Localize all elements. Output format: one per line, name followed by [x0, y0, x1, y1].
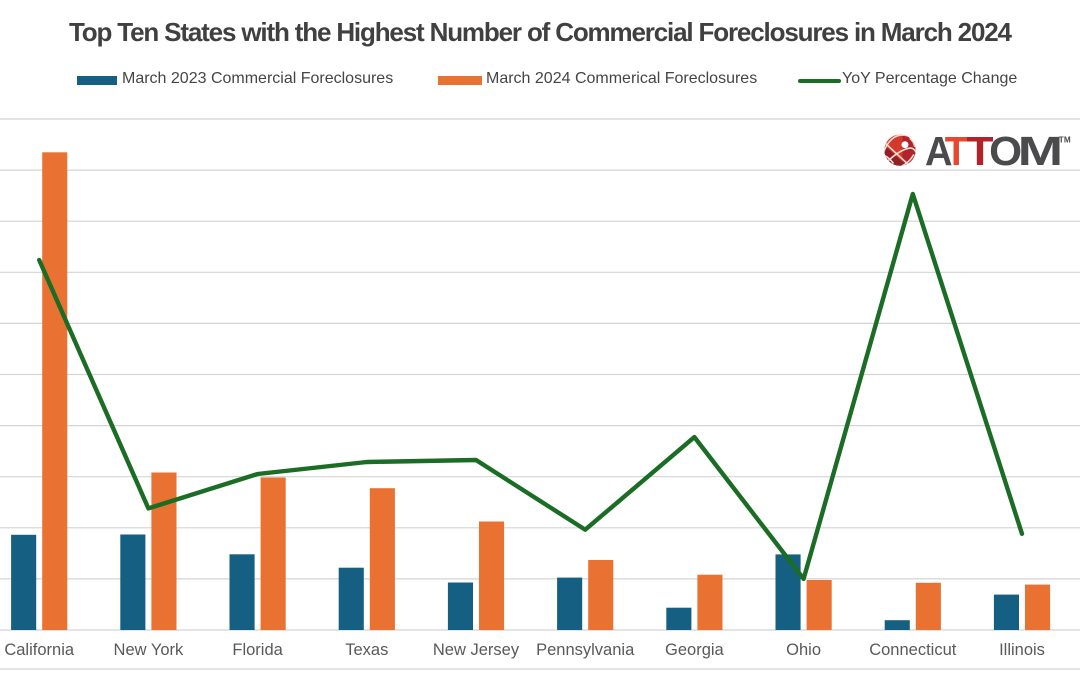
svg-text:O: O [989, 128, 1022, 174]
svg-text:T: T [967, 128, 994, 174]
svg-text:TM: TM [1059, 136, 1071, 145]
svg-text:A: A [925, 128, 953, 174]
svg-text:T: T [945, 128, 968, 174]
svg-text:M: M [1018, 128, 1064, 174]
